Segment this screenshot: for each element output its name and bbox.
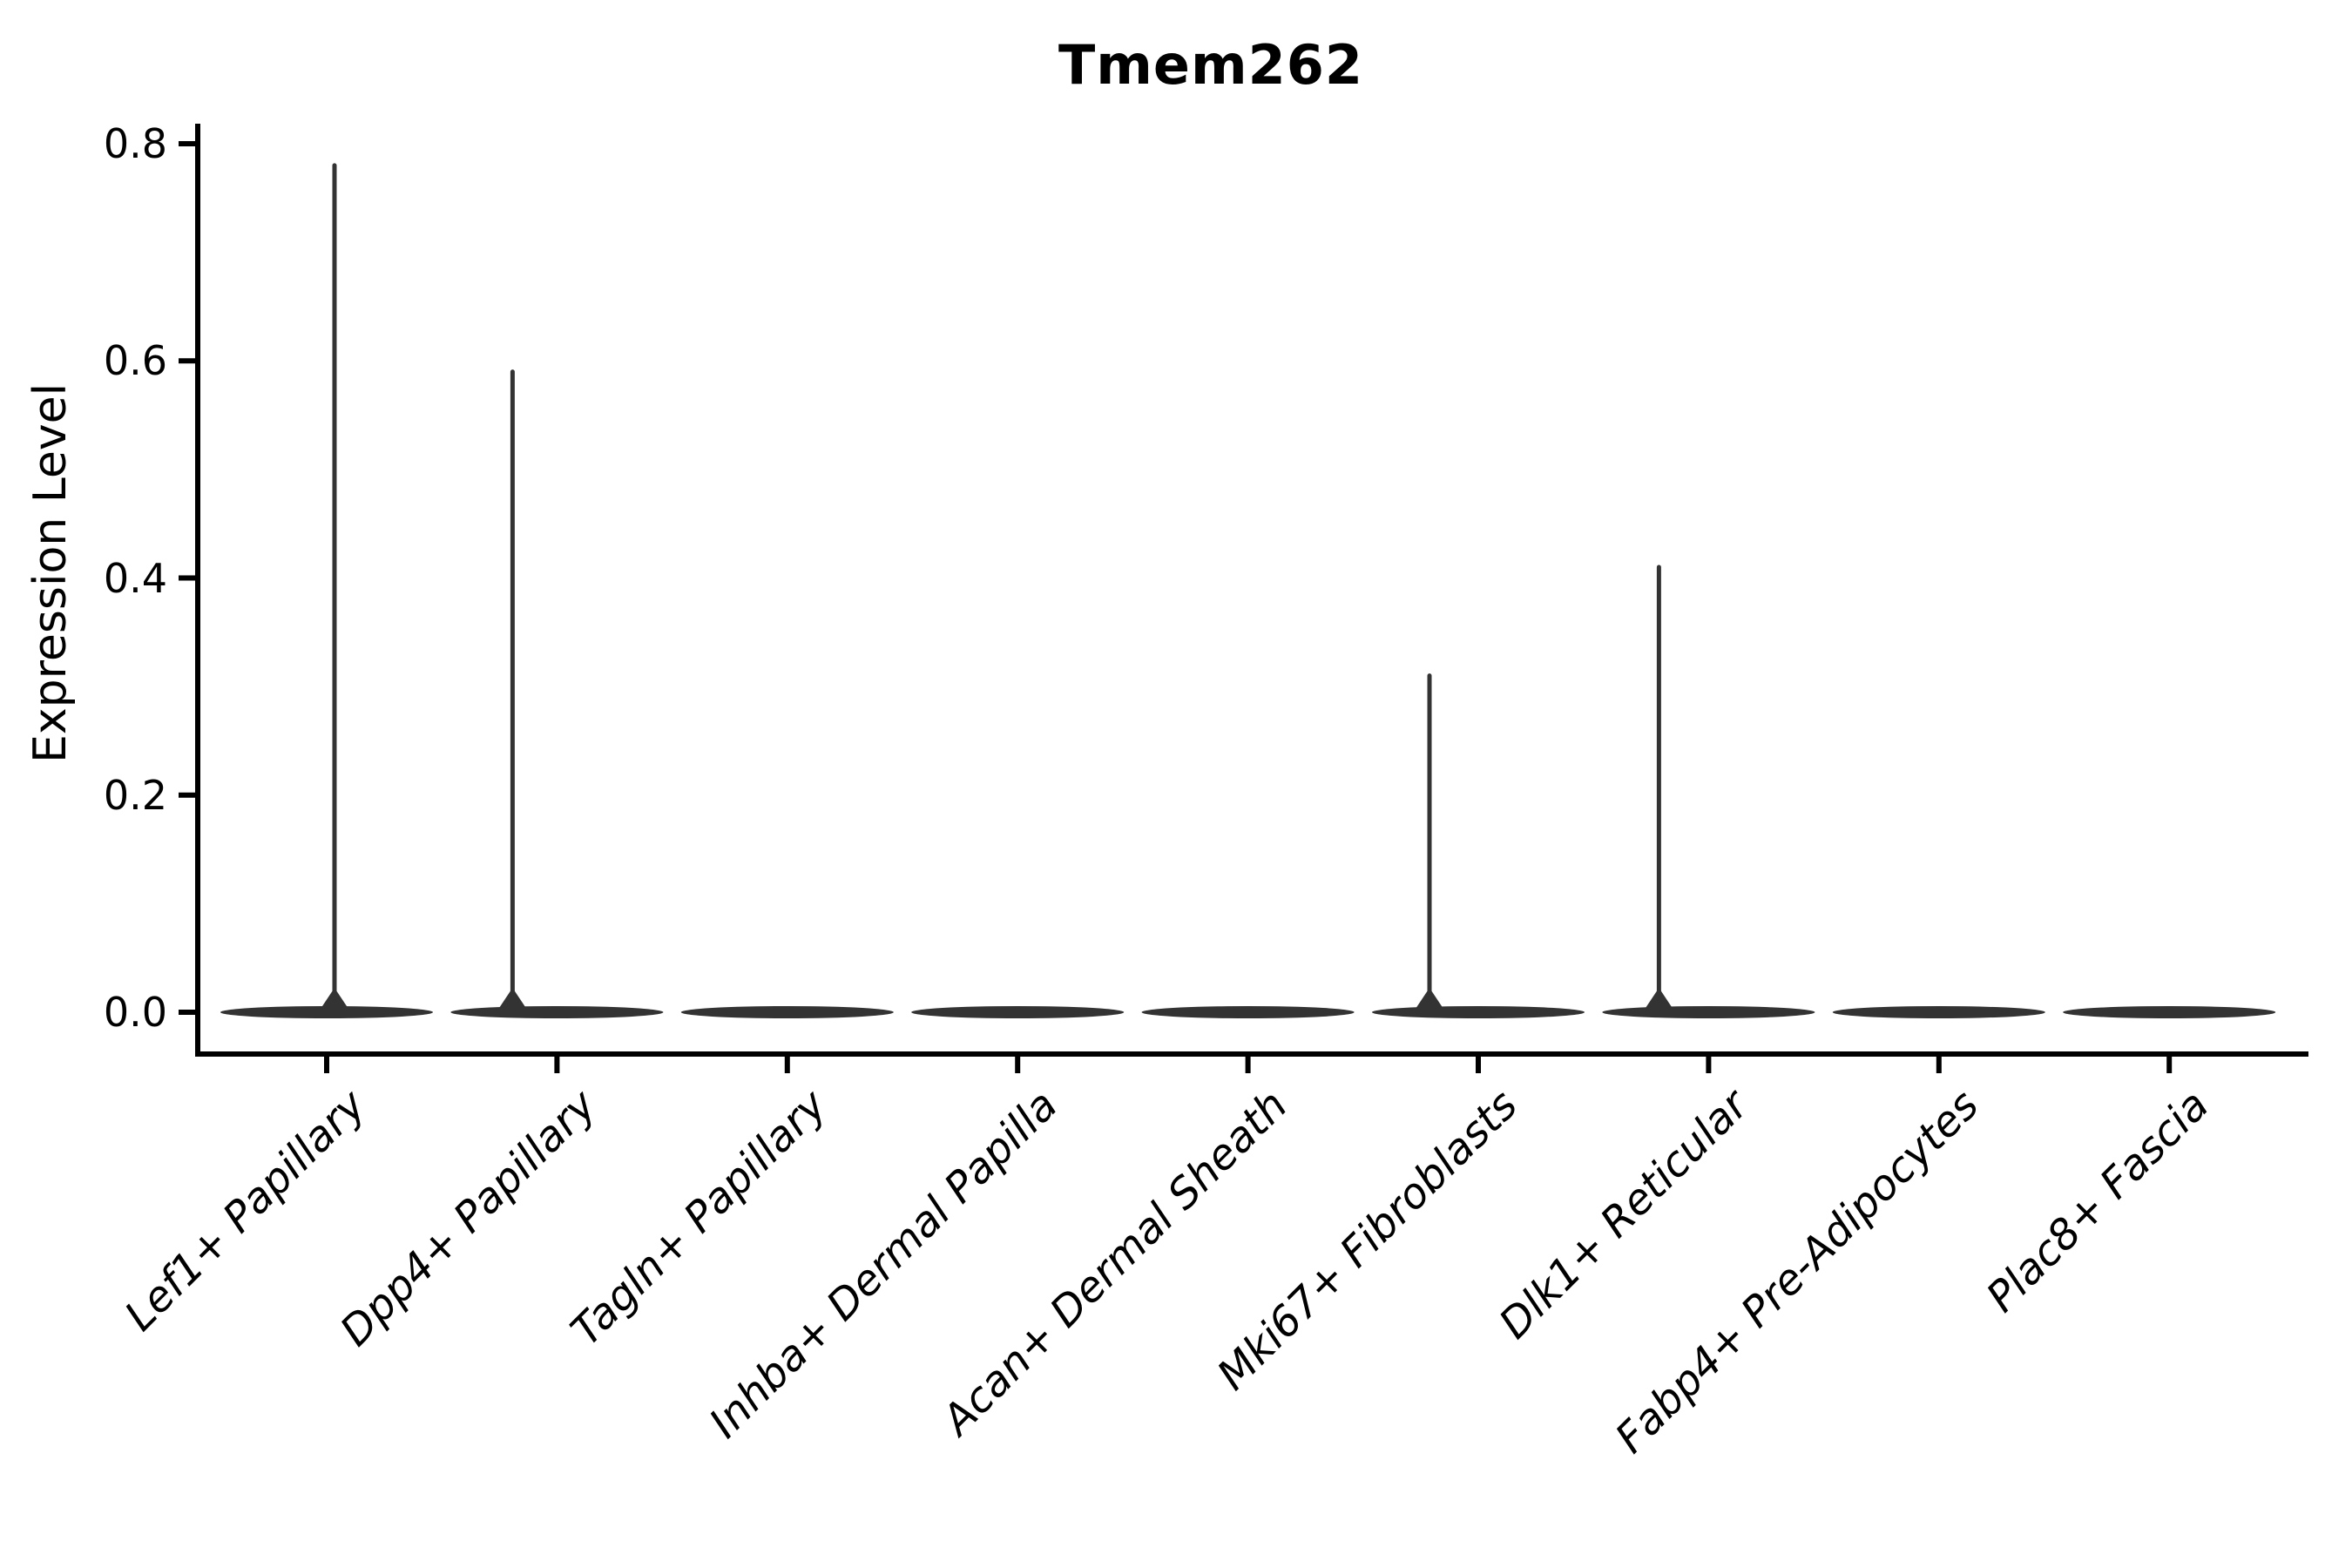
violin-body — [2063, 1006, 2276, 1018]
violin-body — [220, 1006, 433, 1018]
violin-spike-base — [321, 988, 348, 1009]
violin-body — [911, 1006, 1125, 1018]
violin-body — [680, 1006, 894, 1018]
plot-title: Tmem262 — [1058, 33, 1363, 97]
y-tick-label: 0.8 — [103, 120, 167, 167]
violin-spike-base — [498, 988, 527, 1009]
y-tick-label: 0.2 — [103, 771, 167, 819]
violin-body — [450, 1006, 664, 1018]
violin-body — [1602, 1006, 1815, 1018]
y-tick-label: 0.6 — [103, 337, 167, 385]
violin-body — [1372, 1006, 1585, 1018]
violin-body — [1141, 1006, 1355, 1018]
violin-spike-base — [1645, 988, 1673, 1009]
violin-spike-base — [1416, 988, 1443, 1009]
violin-body — [1832, 1006, 2045, 1018]
y-tick-label: 0.4 — [103, 554, 167, 602]
y-tick-label: 0.0 — [103, 989, 167, 1036]
